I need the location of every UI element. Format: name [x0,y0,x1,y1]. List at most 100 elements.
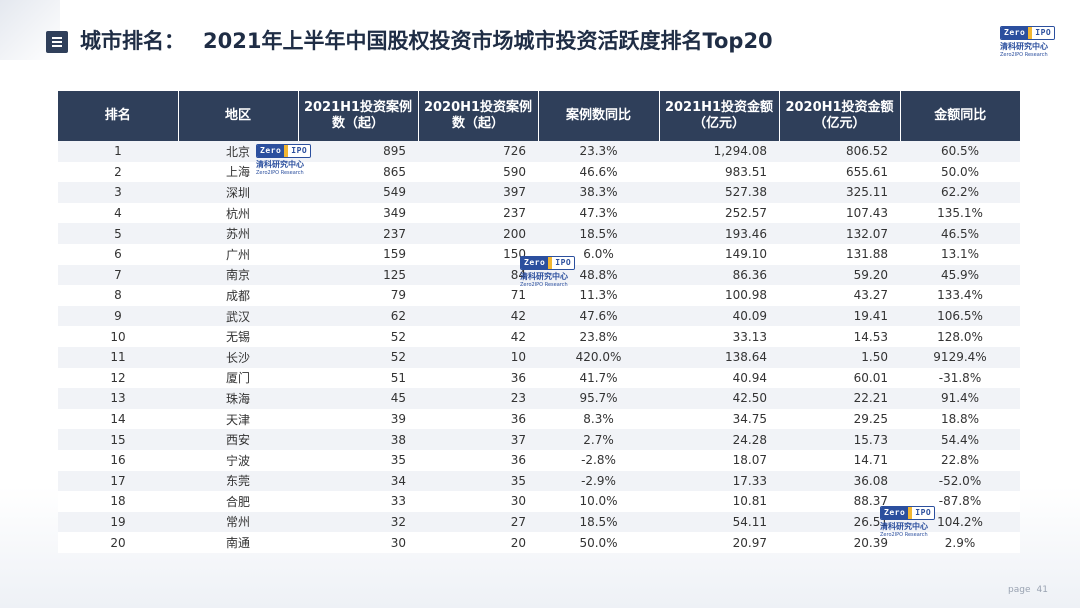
cell-rank: 3 [58,182,178,203]
cell-amount-2021h1: 149.10 [659,243,779,265]
cell-amount-yoy: 18.8% [900,408,1020,430]
cell-cases-yoy: 95.7% [538,388,659,409]
cell-region: 南通 [178,532,298,553]
table-body: 1 北京 895 726 23.3% 1,294.08 806.52 60.5% 2 上海 865 5… [58,141,1020,553]
cell-cases-2020h1: 36 [418,408,538,430]
cell-cases-yoy: 50.0% [538,532,659,553]
page-label: page [1008,585,1031,595]
cell-amount-yoy: -52.0% [900,470,1020,492]
cell-cases-yoy: 420.0% [538,346,659,368]
cell-amount-2021h1: 983.51 [659,161,779,183]
logo-chinese-name: 清科研究中心 [1000,42,1048,51]
cell-region: 天津 [178,408,298,430]
cell-amount-yoy: 135.1% [900,202,1020,224]
cell-region: 无锡 [178,326,298,347]
table-row: 17 东莞 34 35 -2.9% 17.33 36.08 -52.0% [58,470,1020,492]
cell-cases-2021h1: 38 [298,429,418,450]
zero2ipo-watermark-logo: Zero IPO 清科研究中心 Zero2IPO Research [880,506,936,539]
table-row: 3 深圳 549 397 38.3% 527.38 325.11 62.2% [58,182,1020,203]
cell-amount-2020h1: 806.52 [779,141,900,162]
cell-cases-yoy: -2.9% [538,470,659,492]
cell-amount-2020h1: 1.50 [779,346,900,368]
cell-rank: 17 [58,470,178,492]
cell-amount-2021h1: 100.98 [659,285,779,306]
cell-amount-2021h1: 10.81 [659,491,779,512]
cell-cases-yoy: 11.3% [538,285,659,306]
header-amount-yoy: 金额同比 [899,91,1020,141]
cell-cases-yoy: 46.6% [538,161,659,183]
cell-rank: 20 [58,532,178,553]
cell-region: 成都 [178,285,298,306]
cell-amount-2020h1: 325.11 [779,182,900,203]
cell-amount-2021h1: 33.13 [659,326,779,347]
header-cases-2020h1: 2020H1投资案例数（起） [417,91,538,141]
cell-amount-2021h1: 20.97 [659,532,779,553]
cell-rank: 13 [58,388,178,409]
cell-amount-2021h1: 40.09 [659,305,779,327]
cell-amount-2021h1: 18.07 [659,449,779,471]
cell-region: 珠海 [178,388,298,409]
cell-rank: 4 [58,202,178,224]
cell-rank: 14 [58,408,178,430]
cell-region: 常州 [178,511,298,533]
cell-cases-2020h1: 590 [418,161,538,183]
cell-cases-2020h1: 23 [418,388,538,409]
header-region: 地区 [177,91,298,141]
page-number: page 41 [1002,585,1048,595]
cell-rank: 5 [58,223,178,244]
cell-amount-yoy: 62.2% [900,182,1020,203]
cell-amount-2020h1: 107.43 [779,202,900,224]
cell-cases-2021h1: 30 [298,532,418,553]
cell-amount-2021h1: 193.46 [659,223,779,244]
cell-amount-2021h1: 86.36 [659,264,779,286]
cell-amount-2021h1: 24.28 [659,429,779,450]
logo-english-name: Zero2IPO Research [1000,52,1048,58]
table-row: 2 上海 865 590 46.6% 983.51 655.61 50.0% [58,161,1020,183]
zero2ipo-watermark-logo: Zero IPO 清科研究中心 Zero2IPO Research [520,256,576,289]
zero2ipo-watermark-logo: Zero IPO 清科研究中心 Zero2IPO Research [256,144,312,177]
cell-cases-2020h1: 200 [418,223,538,244]
table-row: 11 长沙 52 10 420.0% 138.64 1.50 9129.4% [58,346,1020,368]
cell-amount-yoy: 133.4% [900,285,1020,306]
table-row: 1 北京 895 726 23.3% 1,294.08 806.52 60.5% [58,141,1020,162]
cell-cases-2020h1: 71 [418,285,538,306]
cell-rank: 12 [58,367,178,389]
cell-region: 合肥 [178,491,298,512]
cell-region: 厦门 [178,367,298,389]
cell-amount-2021h1: 54.11 [659,511,779,533]
cell-cases-2021h1: 865 [298,161,418,183]
cell-cases-2020h1: 27 [418,511,538,533]
cell-amount-2021h1: 1,294.08 [659,141,779,162]
page-title-prefix: 城市排名： [80,29,185,53]
cell-cases-yoy: 41.7% [538,367,659,389]
cell-amount-yoy: 128.0% [900,326,1020,347]
cell-amount-2020h1: 19.41 [779,305,900,327]
cell-cases-yoy: 23.8% [538,326,659,347]
cell-amount-2020h1: 29.25 [779,408,900,430]
cell-cases-2021h1: 35 [298,449,418,471]
cell-amount-2020h1: 26.51 [779,511,900,533]
cell-amount-2020h1: 88.37 [779,491,900,512]
cell-rank: 18 [58,491,178,512]
cell-rank: 8 [58,285,178,306]
cell-cases-2021h1: 45 [298,388,418,409]
cell-region: 广州 [178,243,298,265]
header-amount-2021h1: 2021H1投资金额（亿元） [658,91,779,141]
table-header-row: 排名 地区 2021H1投资案例数（起） 2020H1投资案例数（起） 案例数同… [58,91,1020,141]
cell-cases-2021h1: 159 [298,243,418,265]
cell-amount-2021h1: 252.57 [659,202,779,224]
city-ranking-table: 排名 地区 2021H1投资案例数（起） 2020H1投资案例数（起） 案例数同… [58,91,1020,553]
cell-rank: 6 [58,243,178,265]
cell-amount-yoy: 54.4% [900,429,1020,450]
cell-amount-2021h1: 17.33 [659,470,779,492]
page-number-value: 41 [1036,585,1048,595]
cell-amount-yoy: 13.1% [900,243,1020,265]
cell-amount-2021h1: 527.38 [659,182,779,203]
cell-rank: 11 [58,346,178,368]
cell-cases-2020h1: 84 [418,264,538,286]
header-rank: 排名 [58,91,178,141]
cell-amount-2021h1: 34.75 [659,408,779,430]
cell-cases-2021h1: 52 [298,346,418,368]
cell-amount-2020h1: 43.27 [779,285,900,306]
cell-amount-2021h1: 42.50 [659,388,779,409]
